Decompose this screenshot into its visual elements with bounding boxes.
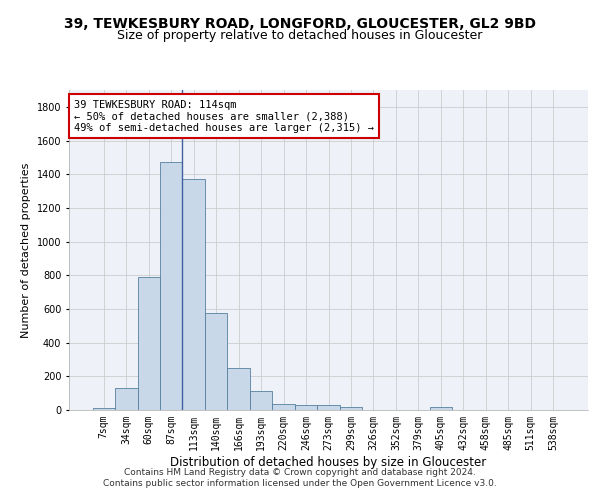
Bar: [160, 162, 182, 410]
Text: Contains HM Land Registry data © Crown copyright and database right 2024.
Contai: Contains HM Land Registry data © Crown c…: [103, 468, 497, 487]
Bar: [340, 406, 362, 410]
Bar: [182, 180, 205, 410]
Bar: [92, 408, 115, 410]
Bar: [227, 368, 250, 410]
Bar: [250, 392, 272, 410]
X-axis label: Distribution of detached houses by size in Gloucester: Distribution of detached houses by size …: [170, 456, 487, 468]
Text: 39, TEWKESBURY ROAD, LONGFORD, GLOUCESTER, GL2 9BD: 39, TEWKESBURY ROAD, LONGFORD, GLOUCESTE…: [64, 18, 536, 32]
Bar: [272, 404, 295, 410]
Text: 39 TEWKESBURY ROAD: 114sqm
← 50% of detached houses are smaller (2,388)
49% of s: 39 TEWKESBURY ROAD: 114sqm ← 50% of deta…: [74, 100, 374, 133]
Bar: [317, 405, 340, 410]
Bar: [115, 388, 137, 410]
Text: Size of property relative to detached houses in Gloucester: Size of property relative to detached ho…: [118, 29, 482, 42]
Bar: [430, 406, 452, 410]
Bar: [205, 313, 227, 410]
Bar: [137, 277, 160, 410]
Bar: [295, 405, 317, 410]
Y-axis label: Number of detached properties: Number of detached properties: [21, 162, 31, 338]
